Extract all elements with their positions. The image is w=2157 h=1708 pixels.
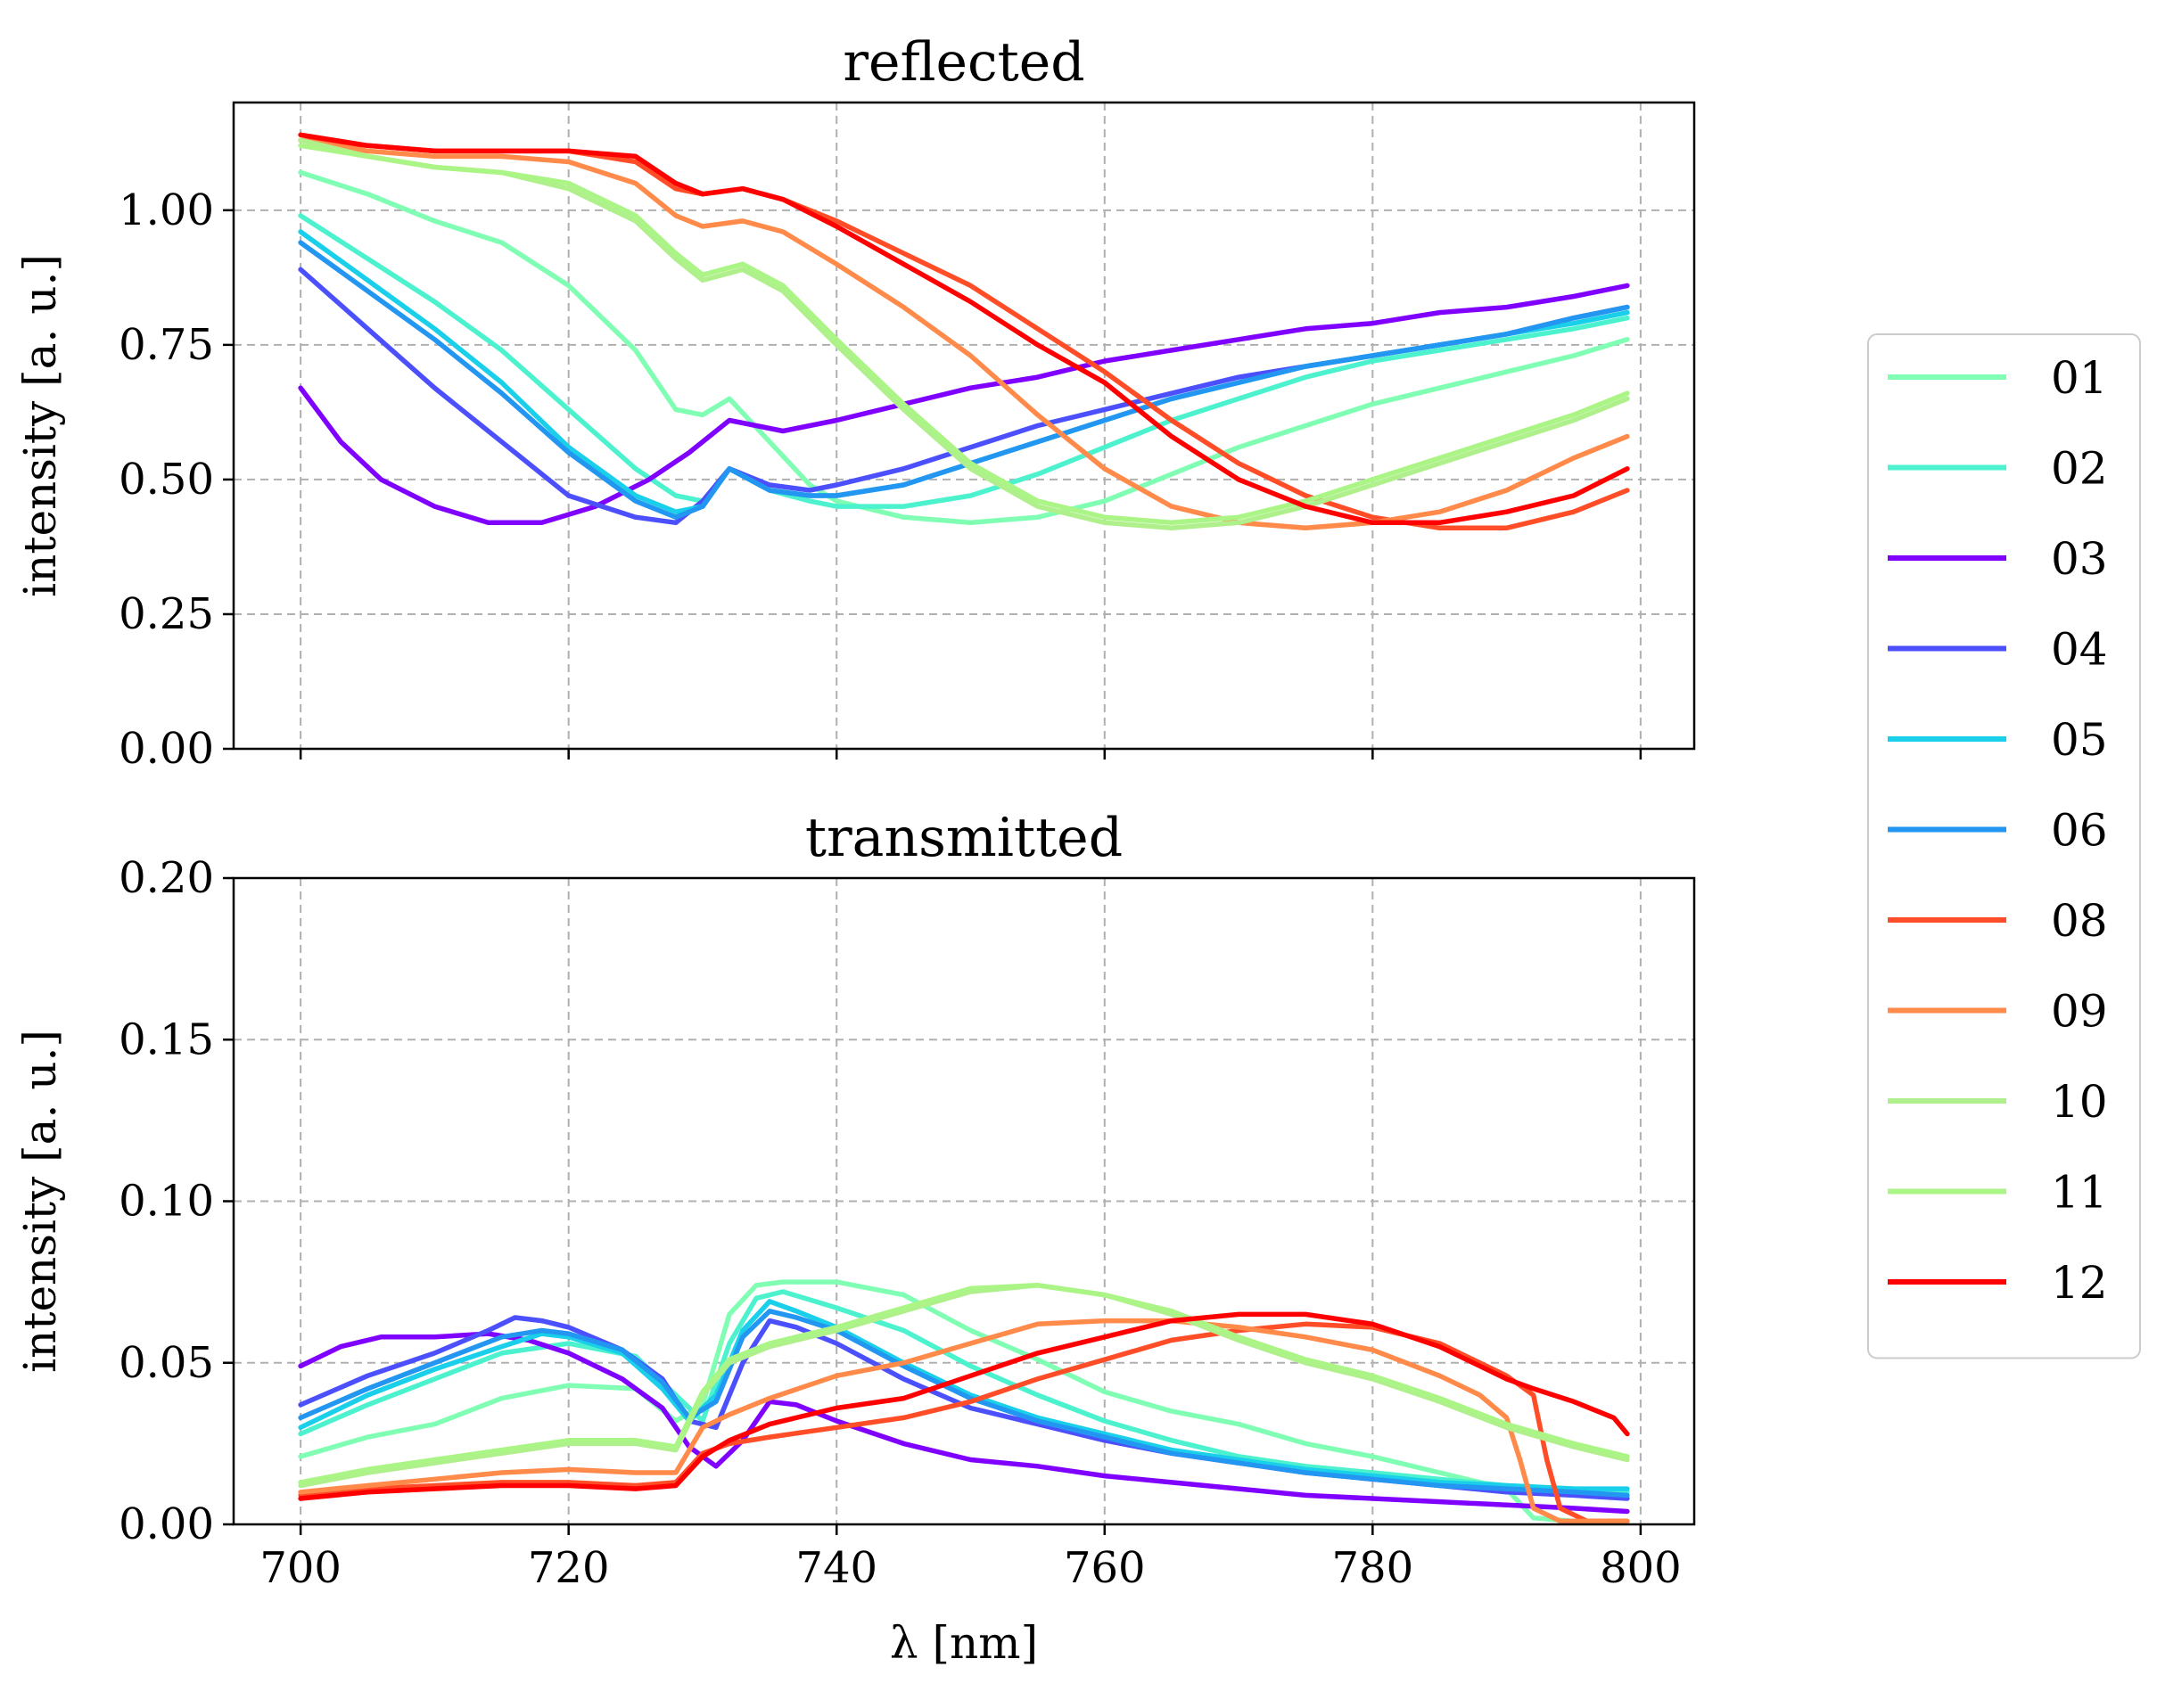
legend-label-08: 08 xyxy=(2051,895,2108,947)
xtick-label-transmitted-720: 720 xyxy=(528,1543,610,1593)
legend-label-02: 02 xyxy=(2051,443,2108,495)
ytick-label-transmitted-1: 0.05 xyxy=(119,1338,214,1388)
legend-label-10: 10 xyxy=(2051,1076,2108,1128)
panel-reflected: 0.00 0.25 0.50 0.75 1.00 reflected intensity… xyxy=(14,31,1696,774)
series-line-reflected-11 xyxy=(298,143,1630,526)
xtick-label-transmitted-800: 800 xyxy=(1600,1543,1682,1593)
legend-label-11: 11 xyxy=(2051,1167,2108,1219)
title-transmitted: transmitted xyxy=(805,807,1123,869)
ytick-label-transmitted-2: 0.10 xyxy=(119,1177,214,1227)
ytick-label-reflected-0: 0.00 xyxy=(119,724,214,774)
legend-label-03: 03 xyxy=(2051,533,2108,585)
series-line-transmitted-05 xyxy=(298,1299,1630,1491)
series-line-reflected-09 xyxy=(298,137,1630,531)
series-line-transmitted-11 xyxy=(298,1283,1630,1485)
xtick-label-transmitted-760: 760 xyxy=(1064,1543,1146,1593)
legend-label-01: 01 xyxy=(2051,352,2108,404)
legend-entries: 01 02 03 04 05 06 08 09 10 11 12 xyxy=(1888,352,2108,1309)
legend-label-06: 06 xyxy=(2051,805,2108,857)
series-line-transmitted-06 xyxy=(298,1309,1630,1499)
ytick-label-reflected-2: 0.50 xyxy=(119,455,214,505)
series-line-transmitted-10 xyxy=(298,1283,1630,1489)
xtick-label-transmitted-700: 700 xyxy=(259,1543,342,1593)
ticks-transmitted: 700 720 740 760 780 800 0.00 0.05 0.10 0.15 0.20 xyxy=(119,853,1682,1593)
series-line-transmitted-01 xyxy=(298,1279,1630,1524)
ytick-label-reflected-4: 1.00 xyxy=(119,185,214,235)
legend-label-12: 12 xyxy=(2051,1257,2108,1309)
legend-label-04: 04 xyxy=(2051,624,2108,676)
xlabel-transmitted: λ [nm] xyxy=(890,1617,1038,1669)
series-transmitted xyxy=(298,1279,1630,1524)
series-line-reflected-12 xyxy=(298,132,1630,526)
xtick-label-transmitted-740: 740 xyxy=(795,1543,877,1593)
legend-label-09: 09 xyxy=(2051,986,2108,1038)
legend-label-05: 05 xyxy=(2051,714,2108,766)
series-reflected xyxy=(298,132,1630,531)
ytick-label-transmitted-3: 0.15 xyxy=(119,1014,214,1064)
series-line-reflected-02 xyxy=(298,213,1630,509)
series-line-transmitted-12 xyxy=(298,1311,1630,1501)
series-line-reflected-10 xyxy=(298,137,1630,531)
ytick-label-reflected-1: 0.25 xyxy=(119,589,214,639)
ytick-label-reflected-3: 0.75 xyxy=(119,320,214,370)
axes-frame-reflected xyxy=(232,101,1696,751)
ytick-label-transmitted-0: 0.00 xyxy=(119,1499,214,1549)
xtick-label-transmitted-780: 780 xyxy=(1332,1543,1414,1593)
series-line-reflected-06 xyxy=(298,240,1630,520)
ylabel-transmitted: intensity [a. u.] xyxy=(14,1030,66,1373)
title-reflected: reflected xyxy=(843,31,1084,94)
series-line-reflected-01 xyxy=(298,169,1630,526)
series-line-transmitted-09 xyxy=(298,1318,1630,1524)
ytick-label-transmitted-4: 0.20 xyxy=(119,853,214,903)
panel-transmitted: 700 720 740 760 780 800 0.00 0.05 0.10 0.15 0.20 t… xyxy=(14,807,1696,1669)
ticks-reflected: 0.00 0.25 0.50 0.75 1.00 xyxy=(119,185,1642,774)
legend: 01 02 03 04 05 06 08 09 10 11 12 xyxy=(1867,333,2141,1359)
series-line-reflected-03 xyxy=(298,283,1630,526)
ylabel-reflected: intensity [a. u.] xyxy=(14,254,66,597)
series-line-transmitted-08 xyxy=(298,1321,1630,1524)
